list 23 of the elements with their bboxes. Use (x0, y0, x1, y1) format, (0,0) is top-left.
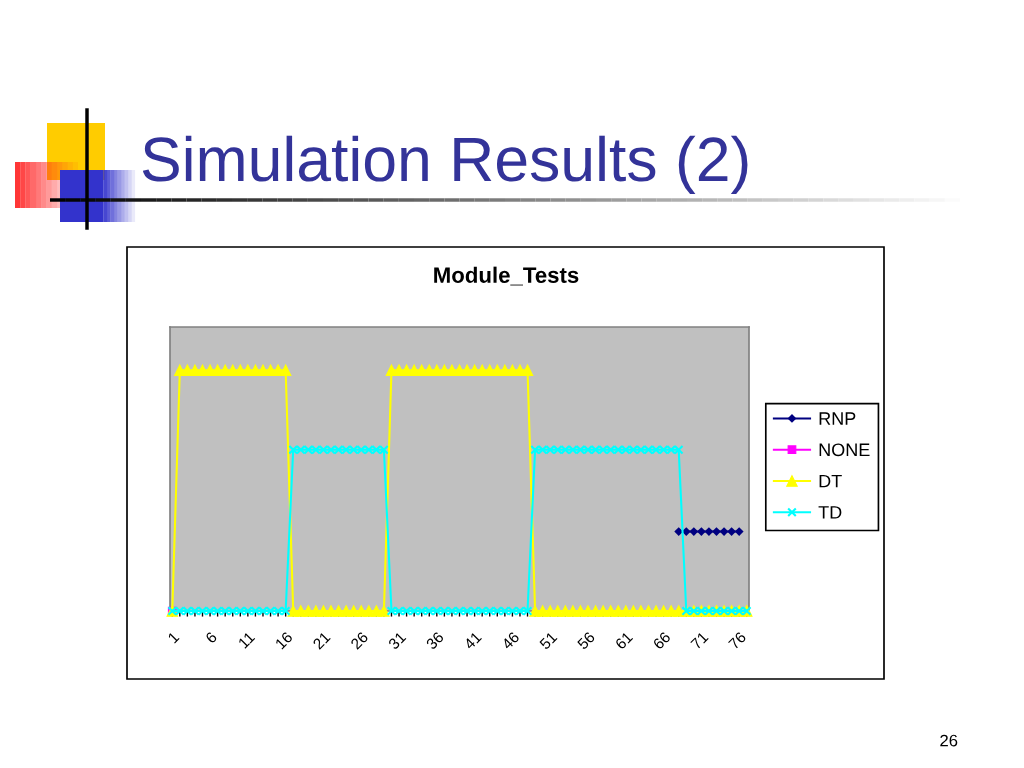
x-tick-label: 31 (387, 631, 407, 650)
legend-label: NONE (819, 443, 870, 457)
x-tick-label: 56 (576, 631, 596, 650)
x-tick-label: 51 (539, 631, 558, 650)
x-tick-label: 11 (237, 631, 256, 649)
chart-subtitle: Module_Tests (434, 266, 579, 286)
x-tick-label: 6 (204, 631, 218, 644)
x-tick-label: 46 (500, 631, 520, 651)
x-tick-label: 26 (350, 631, 369, 650)
x-tick-label: 41 (463, 631, 482, 651)
legend-label: DT (819, 474, 842, 488)
legend-label: TD (818, 506, 842, 519)
x-tick-label: 1 (167, 631, 180, 644)
x-tick-label: 66 (652, 631, 672, 650)
x-tick-label: 21 (312, 631, 331, 650)
x-tick-label: 71 (690, 631, 709, 650)
x-tick-label: 76 (728, 631, 747, 650)
x-tick-label: 16 (274, 631, 294, 650)
x-tick-label: 61 (614, 631, 634, 650)
legend-label: RNP (819, 412, 856, 425)
chart-title: Simulation Results (2) (142, 135, 748, 194)
x-tick-label: 36 (425, 631, 445, 650)
text: 26 (940, 734, 958, 747)
